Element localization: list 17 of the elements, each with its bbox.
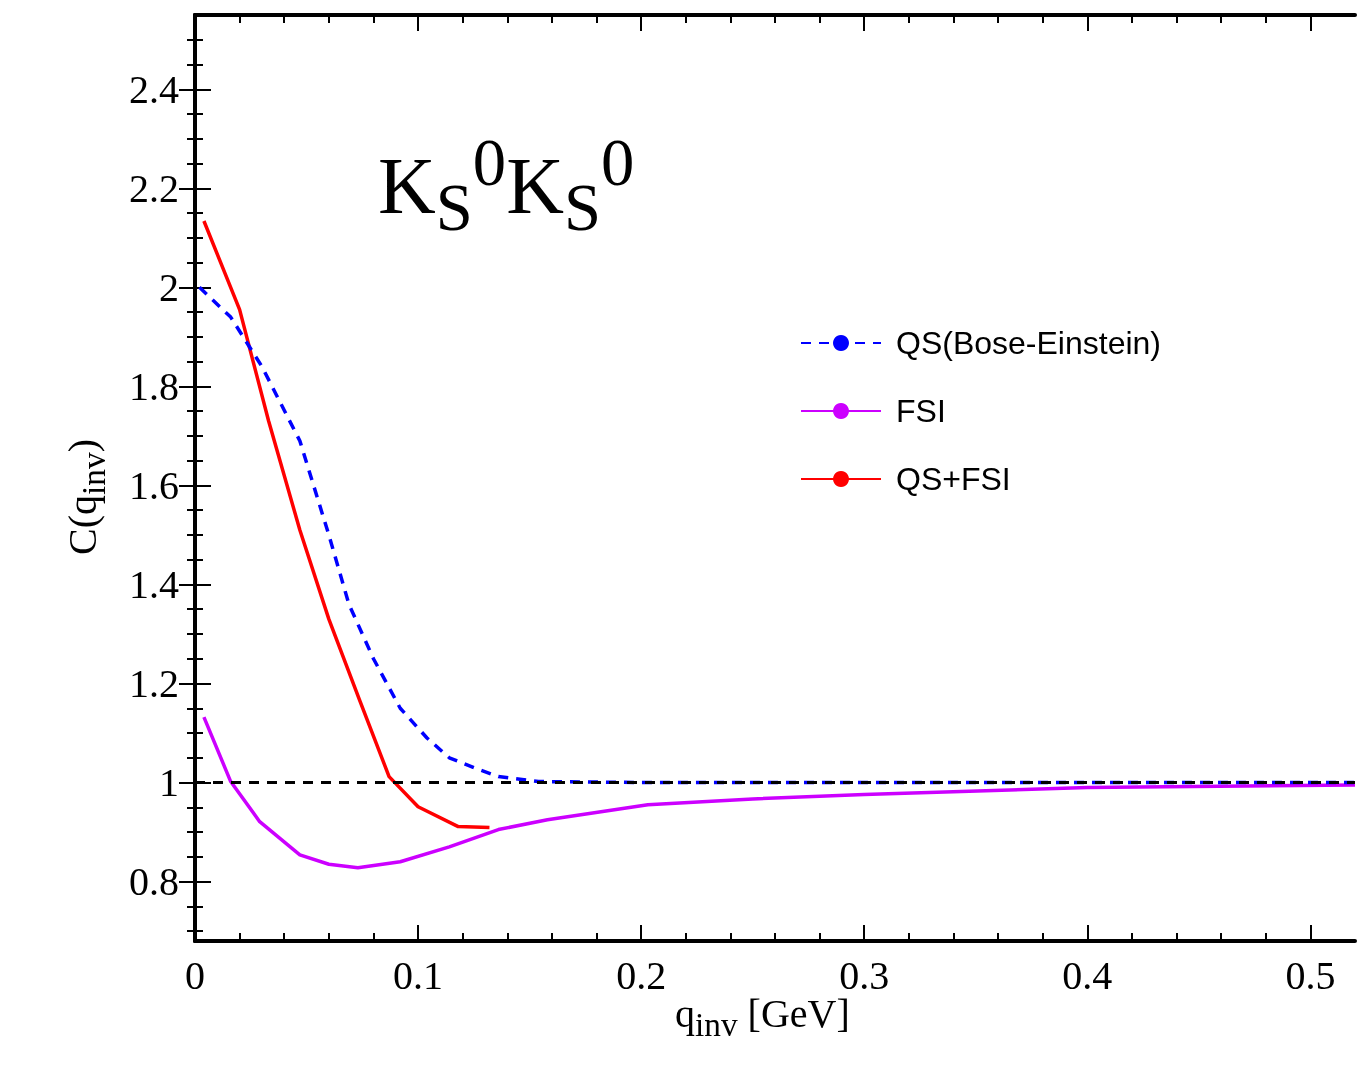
x-tick-label: 0.4 <box>1062 952 1113 998</box>
x-tick-label: 0.5 <box>1285 952 1336 998</box>
y-tick-label: 2 <box>159 264 179 310</box>
y-tick-label: 1 <box>159 760 179 806</box>
y-tick-label: 1.8 <box>129 363 179 409</box>
y-tick-label: 1.4 <box>129 561 179 607</box>
x-tick-label: 0.2 <box>616 952 667 998</box>
x-tick-label: 0.1 <box>393 952 444 998</box>
y-tick-label: 1.6 <box>129 462 179 508</box>
y-tick-label: 1.2 <box>129 661 179 706</box>
legend-label: FSI <box>896 393 946 429</box>
y-tick-label: 0.8 <box>129 859 179 905</box>
x-tick-label: 0 <box>185 952 205 998</box>
legend-label: QS(Bose-Einstein) <box>896 325 1161 361</box>
y-tick-label: 2.4 <box>129 66 179 112</box>
y-tick-label: 2.2 <box>129 165 179 211</box>
legend-label: QS+FSI <box>896 461 1011 497</box>
